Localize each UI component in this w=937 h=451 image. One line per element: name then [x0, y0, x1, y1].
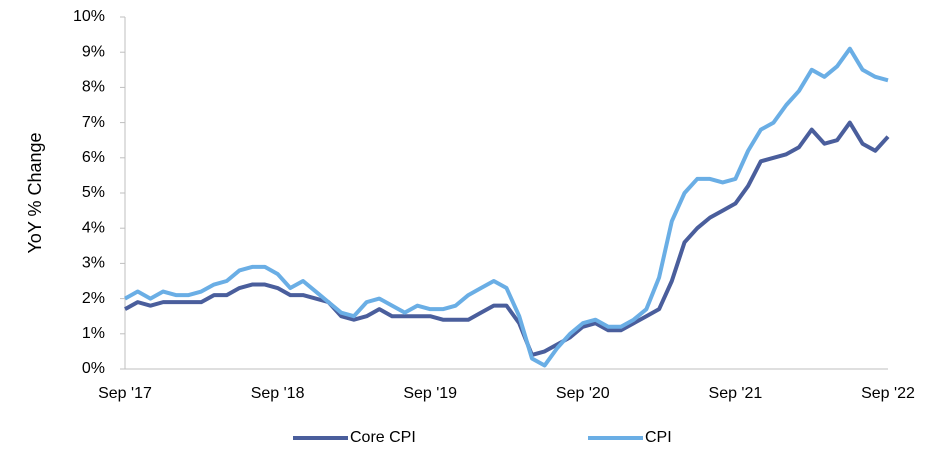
- y-tick-label: 1%: [82, 325, 105, 342]
- y-tick-label: 3%: [82, 255, 105, 272]
- y-tick-label: 4%: [82, 219, 105, 236]
- y-tick-label: 0%: [82, 360, 105, 377]
- x-tick-label: Sep '17: [98, 385, 152, 402]
- y-tick-label: 9%: [82, 43, 105, 60]
- x-tick-label: Sep '21: [709, 385, 763, 402]
- y-tick-label: 5%: [82, 184, 105, 201]
- line-series: [124, 46, 889, 368]
- y-tick-label: 7%: [82, 114, 105, 131]
- legend-label: Core CPI: [350, 429, 416, 446]
- y-tick-label: 2%: [82, 290, 105, 307]
- x-tick-label: Sep '18: [251, 385, 305, 402]
- line-series: [124, 120, 890, 357]
- x-tick-label: Sep '19: [403, 385, 457, 402]
- y-tick-label: 8%: [82, 79, 105, 96]
- x-tick-label: Sep '22: [861, 385, 915, 402]
- y-axis-label: YoY % Change: [25, 132, 45, 253]
- y-tick-label: 6%: [82, 149, 105, 166]
- y-tick-label: 10%: [73, 8, 105, 25]
- legend-label: CPI: [645, 429, 672, 446]
- x-tick-label: Sep '20: [556, 385, 610, 402]
